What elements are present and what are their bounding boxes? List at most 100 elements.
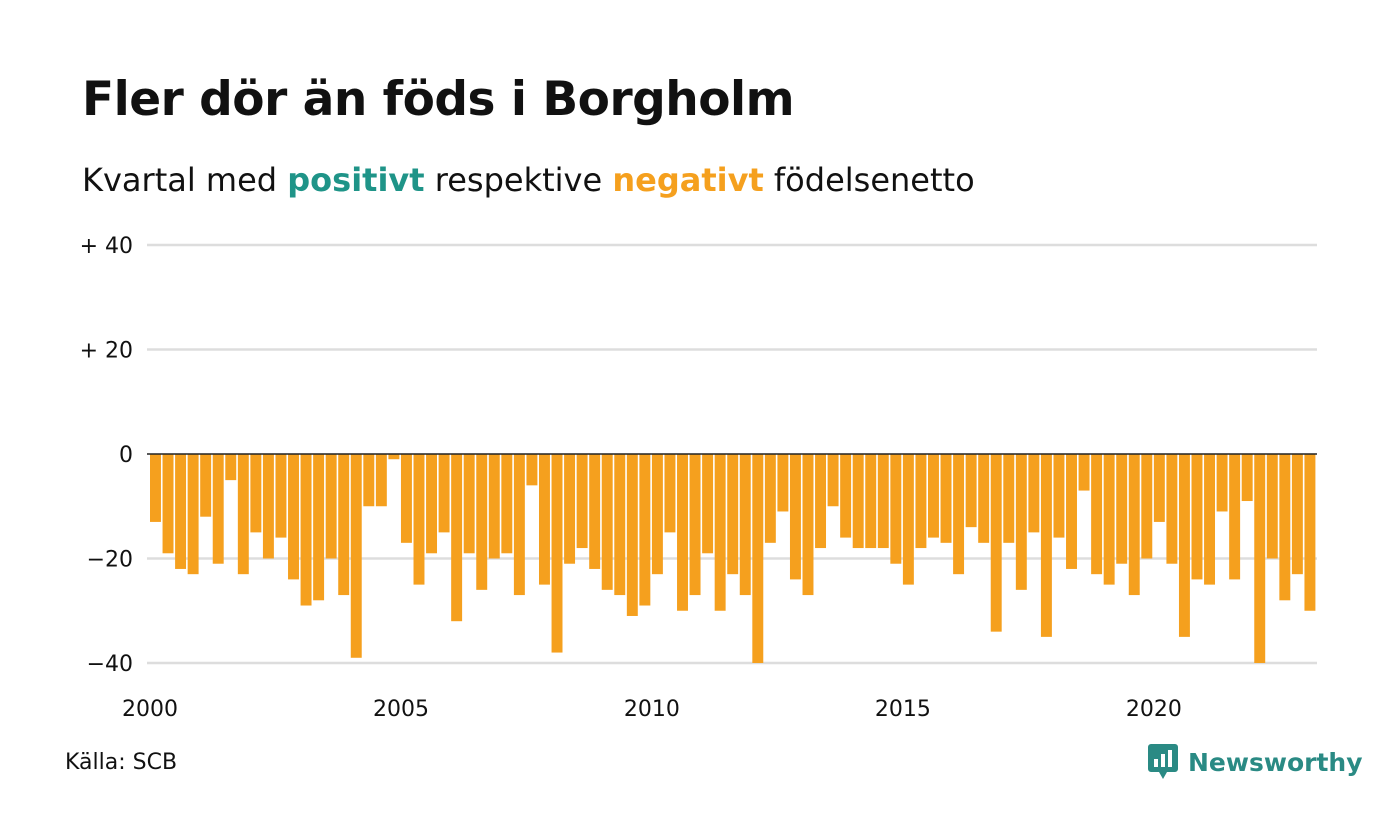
bar — [200, 454, 212, 517]
bar — [777, 454, 789, 512]
bar — [250, 454, 262, 533]
legend-negative: negativt — [612, 161, 764, 199]
bar — [150, 454, 161, 522]
bar — [1216, 454, 1228, 512]
bar — [212, 454, 224, 564]
bar — [325, 454, 337, 559]
bar — [1229, 454, 1241, 580]
bar — [626, 454, 638, 616]
brand-name: Newsworthy — [1188, 747, 1363, 777]
subtitle-middle: respektive — [434, 161, 603, 199]
bar — [463, 454, 475, 554]
x-tick-label: 2005 — [373, 697, 429, 722]
bar — [1204, 454, 1216, 585]
brand-logo: Newsworthy — [1148, 744, 1363, 780]
bar — [965, 454, 977, 528]
y-tick-label: 0 — [119, 443, 133, 468]
bar — [915, 454, 927, 549]
bar — [526, 454, 538, 486]
bar — [1103, 454, 1115, 585]
subtitle-suffix: födelsenetto — [773, 161, 975, 199]
bar — [438, 454, 450, 533]
bar — [840, 454, 852, 538]
chart-subtitle: Kvartal med positivt respektive negativt… — [82, 158, 975, 202]
bar — [413, 454, 425, 585]
bar — [551, 454, 563, 653]
bar — [175, 454, 187, 569]
bar — [677, 454, 688, 611]
bar — [501, 454, 513, 554]
bar — [1091, 454, 1103, 575]
subtitle-prefix: Kvartal med — [82, 161, 278, 199]
bar — [1066, 454, 1077, 569]
bar — [589, 454, 601, 569]
bar — [714, 454, 726, 611]
bar — [1266, 454, 1278, 559]
bar — [1178, 454, 1190, 637]
bar — [601, 454, 613, 590]
bar — [288, 454, 299, 580]
bar — [162, 454, 174, 554]
bar — [990, 454, 1002, 632]
bar — [727, 454, 739, 575]
bar — [1166, 454, 1178, 564]
bar — [350, 454, 362, 658]
bar — [476, 454, 488, 590]
bar — [300, 454, 312, 606]
bar — [426, 454, 438, 554]
bar — [338, 454, 350, 596]
bar — [1040, 454, 1052, 637]
bar — [1279, 454, 1291, 601]
axis-layer: + 40 + 20 0 −20 −40 2000 2005 2010 2015 2020 — [80, 234, 1317, 722]
bar — [928, 454, 939, 538]
bar — [564, 454, 576, 564]
bar — [978, 454, 990, 543]
bar — [1254, 454, 1266, 663]
bar — [1191, 454, 1203, 580]
bar — [877, 454, 889, 549]
bar — [313, 454, 325, 601]
bar — [262, 454, 274, 559]
bar — [1053, 454, 1065, 538]
bar — [451, 454, 463, 622]
bar — [187, 454, 199, 575]
bar — [1078, 454, 1090, 491]
bar — [902, 454, 914, 585]
bar — [865, 454, 877, 549]
y-tick-label: −20 — [87, 548, 133, 573]
bar — [614, 454, 626, 596]
bar — [890, 454, 902, 564]
bar — [1028, 454, 1040, 533]
bar — [375, 454, 387, 507]
bar — [802, 454, 814, 596]
bar — [739, 454, 751, 596]
bar — [1241, 454, 1253, 502]
y-tick-label: −40 — [87, 652, 133, 677]
x-tick-label: 2020 — [1126, 697, 1182, 722]
y-tick-label: + 40 — [80, 234, 133, 259]
newsworthy-logo-icon — [1148, 744, 1178, 779]
bar — [488, 454, 500, 559]
bar — [1304, 454, 1316, 611]
bar — [225, 454, 237, 481]
bar — [363, 454, 375, 507]
bar — [639, 454, 651, 606]
bar — [237, 454, 249, 575]
bar-layer — [150, 454, 1316, 663]
bar — [1128, 454, 1140, 596]
bar — [1116, 454, 1128, 564]
bar — [815, 454, 827, 549]
bar — [689, 454, 701, 596]
x-tick-label: 2000 — [122, 697, 178, 722]
legend-positive: positivt — [287, 161, 425, 199]
bar — [752, 454, 764, 663]
bar — [275, 454, 287, 538]
bar — [664, 454, 676, 533]
bar — [940, 454, 952, 543]
bar — [764, 454, 776, 543]
bar — [539, 454, 550, 585]
bar — [1291, 454, 1303, 575]
bar — [852, 454, 864, 549]
y-tick-label: + 20 — [80, 339, 133, 364]
